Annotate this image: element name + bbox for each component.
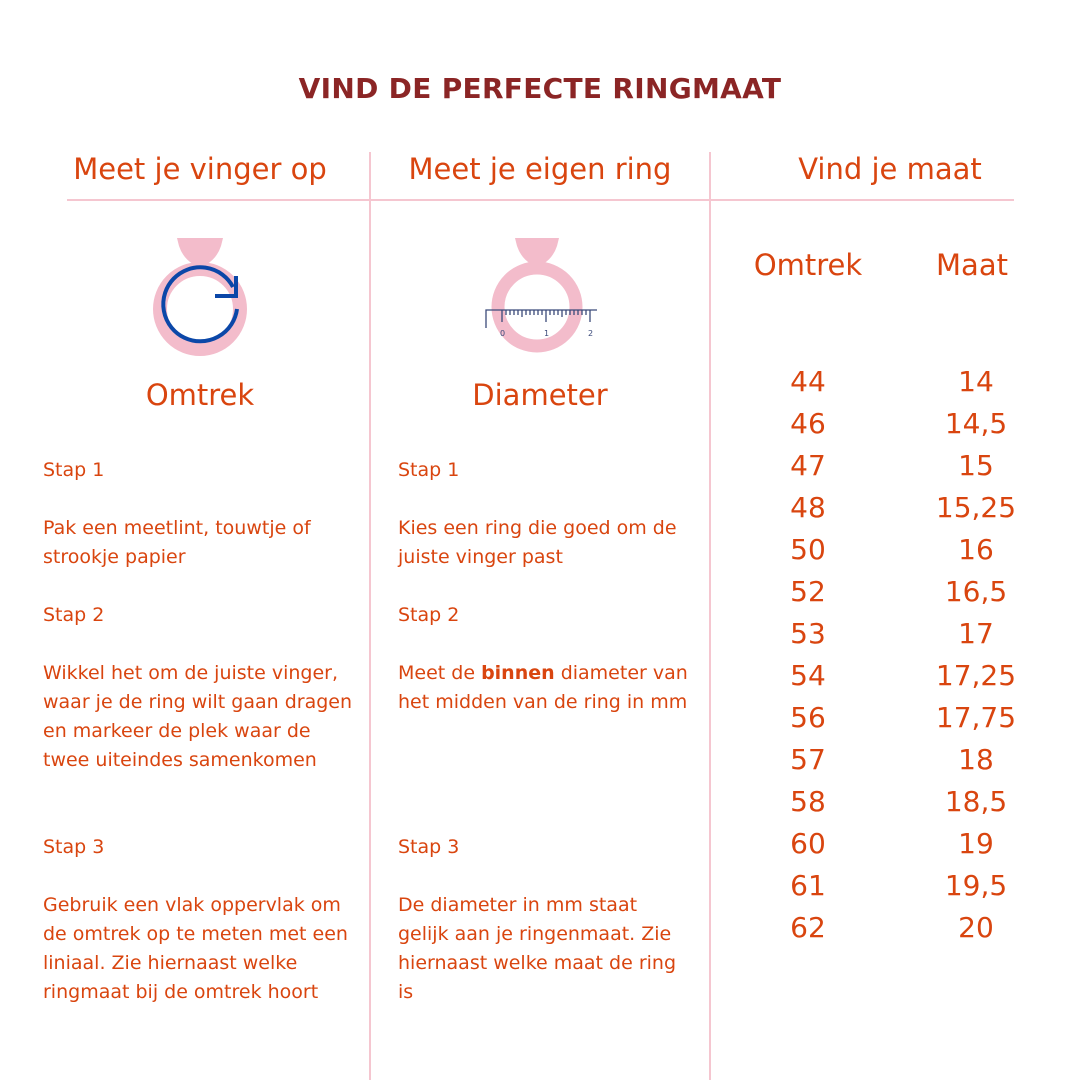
heading-measure-finger: Meet je vinger op [73, 152, 327, 186]
table-cell-circumference: 50 [790, 533, 826, 566]
step-text-bold: binnen [481, 662, 555, 684]
table-cell-circumference: 61 [790, 869, 826, 902]
table-cell-circumference: 52 [790, 575, 826, 608]
table-cell-size: 14,5 [944, 407, 1008, 440]
table-cell-size: 16 [958, 533, 994, 566]
table-cell-circumference: 48 [790, 491, 826, 524]
table-cell-size: 18,5 [944, 785, 1008, 818]
ruler-label: 0 [500, 329, 505, 338]
step-text: Wikkel het om de juiste vinger, waar je … [43, 662, 353, 771]
ring-circumference-icon [153, 238, 247, 356]
table-cell-circumference: 62 [790, 911, 826, 944]
step-title: Stap 3 [398, 836, 460, 858]
table-cell-size: 15 [958, 449, 994, 482]
table-cell-size: 17 [958, 617, 994, 650]
table-header-size: Maat [936, 248, 1008, 282]
heading-measure-ring: Meet je eigen ring [408, 152, 672, 186]
table-cell-circumference: 54 [790, 659, 826, 692]
step-text-part: Meet de [398, 662, 482, 684]
column-divider [709, 152, 711, 1080]
table-cell-circumference: 44 [790, 365, 826, 398]
step-text-part: diameter van het midden van de ring in m… [398, 662, 688, 713]
page-title: VIND DE PERFECTE RINGMAAT [298, 72, 782, 105]
table-cell-circumference: 57 [790, 743, 826, 776]
table-cell-size: 19,5 [944, 869, 1008, 902]
label-diameter: Diameter [472, 378, 608, 412]
table-cell-circumference: 56 [790, 701, 826, 734]
table-cell-circumference: 47 [790, 449, 826, 482]
table-cell-size: 14 [958, 365, 994, 398]
step-text: Gebruik een vlak oppervlak om de omtrek … [43, 894, 348, 1003]
heading-find-size: Vind je maat [798, 152, 982, 186]
step-title: Stap 1 [43, 459, 105, 481]
table-cell-size: 17,75 [935, 701, 1017, 734]
ruler-label: 1 [544, 329, 549, 338]
ring-ruler-icon: 0 1 2 [485, 238, 597, 353]
step-text: Kies een ring die goed om de juiste ving… [398, 517, 677, 568]
ruler-label: 2 [588, 329, 593, 338]
step-text: Meet de binnen diameter van het midden v… [398, 659, 688, 717]
step-title: Stap 2 [43, 604, 105, 626]
table-cell-size: 18 [958, 743, 994, 776]
table-cell-size: 15,25 [935, 491, 1017, 524]
header-divider [67, 199, 1014, 201]
table-cell-size: 16,5 [944, 575, 1008, 608]
table-cell-circumference: 46 [790, 407, 826, 440]
table-cell-size: 19 [958, 827, 994, 860]
step-title: Stap 1 [398, 459, 460, 481]
table-cell-circumference: 60 [790, 827, 826, 860]
table-cell-size: 17,25 [935, 659, 1017, 692]
step-text: Pak een meetlint, touwtje of strookje pa… [43, 517, 311, 568]
table-cell-size: 20 [958, 911, 994, 944]
table-cell-circumference: 58 [790, 785, 826, 818]
label-circumference: Omtrek [145, 378, 255, 412]
step-text: De diameter in mm staat gelijk aan je ri… [398, 894, 677, 1003]
column-divider [369, 152, 371, 1080]
table-cell-circumference: 53 [790, 617, 826, 650]
table-header-circumference: Omtrek [753, 248, 863, 282]
step-title: Stap 3 [43, 836, 105, 858]
step-title: Stap 2 [398, 604, 460, 626]
